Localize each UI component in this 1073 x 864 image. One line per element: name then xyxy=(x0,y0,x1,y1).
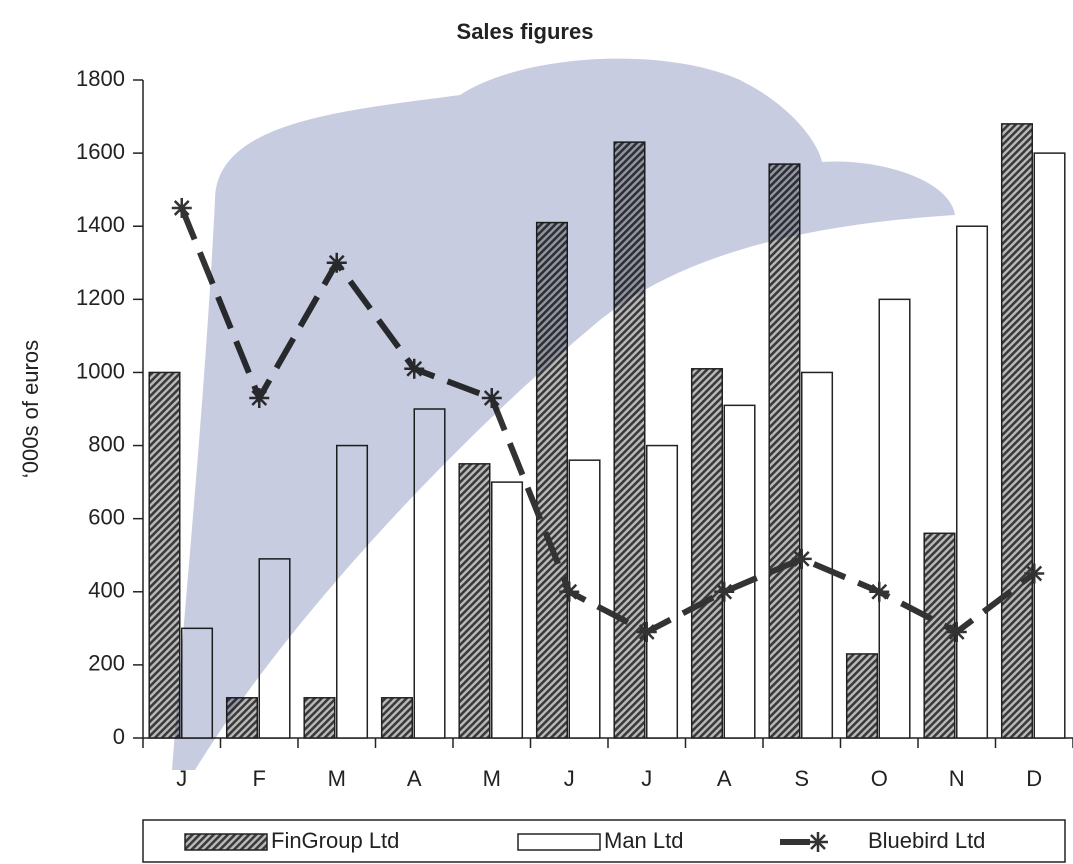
legend: FinGroup Ltd Man Ltd Bluebird Ltd xyxy=(184,828,985,853)
marker xyxy=(559,581,580,602)
marker xyxy=(636,621,657,642)
x-tick-label: D xyxy=(1026,766,1042,791)
legend-swatch xyxy=(184,833,268,851)
legend-box xyxy=(142,819,1066,863)
x-tick-label: O xyxy=(871,766,888,791)
marker-stroke xyxy=(871,583,888,600)
bar xyxy=(380,697,414,739)
bar xyxy=(303,697,336,739)
legend-swatch xyxy=(517,833,601,851)
y-tick-label: 600 xyxy=(88,504,125,529)
marker xyxy=(946,621,967,642)
bar xyxy=(148,371,181,739)
y-tick-label: 1200 xyxy=(76,285,125,310)
y-tick-label: 0 xyxy=(113,724,125,749)
marker xyxy=(869,581,890,602)
marker-stroke xyxy=(810,834,826,850)
legend-label: Bluebird Ltd xyxy=(868,828,985,853)
legend-label: Man Ltd xyxy=(604,828,684,853)
bar xyxy=(690,368,724,739)
x-tick-label: A xyxy=(407,766,422,791)
x-tick-label: F xyxy=(253,766,266,791)
bar xyxy=(956,225,989,739)
y-axis-label: ‘000s of euros xyxy=(18,340,43,478)
y-tick-label: 1800 xyxy=(76,66,125,91)
bar xyxy=(845,653,879,739)
marker-stroke xyxy=(173,200,190,216)
bar xyxy=(723,404,756,739)
y-tick-label: 200 xyxy=(88,651,125,676)
bar xyxy=(878,298,911,739)
bar xyxy=(768,163,801,739)
marker xyxy=(714,581,735,602)
y-tick-label: 1000 xyxy=(76,358,125,383)
bar xyxy=(458,463,491,739)
x-tick-label: M xyxy=(483,766,501,791)
x-tick-label: M xyxy=(328,766,346,791)
marker-stroke xyxy=(561,583,578,600)
x-tick-label: J xyxy=(176,766,187,791)
x-tick-label: N xyxy=(949,766,965,791)
y-tick-label: 400 xyxy=(88,578,125,603)
marker-stroke xyxy=(638,624,655,640)
bar xyxy=(491,481,524,739)
y-tick-label: 1400 xyxy=(76,212,125,237)
x-tick-label: J xyxy=(564,766,575,791)
marker xyxy=(1024,563,1045,584)
x-tick-label: J xyxy=(641,766,652,791)
legend-label: FinGroup Ltd xyxy=(271,828,399,853)
marker-stroke xyxy=(716,583,733,600)
bar xyxy=(1000,123,1034,739)
marker-stroke xyxy=(1026,565,1043,582)
y-tick-label: 1600 xyxy=(76,139,125,164)
chart-title: Sales figures xyxy=(457,19,594,44)
marker xyxy=(171,197,192,218)
x-tick-label: A xyxy=(717,766,732,791)
scan-stain xyxy=(172,58,955,770)
marker xyxy=(791,548,812,569)
marker-stroke xyxy=(793,550,810,567)
bar xyxy=(1033,152,1066,739)
y-tick-label: 800 xyxy=(88,431,125,456)
marker-stroke xyxy=(948,624,965,640)
bar xyxy=(646,444,679,739)
line xyxy=(178,206,1037,636)
x-tick-label: S xyxy=(794,766,809,791)
legend-marker xyxy=(808,832,828,852)
bar xyxy=(923,532,956,739)
